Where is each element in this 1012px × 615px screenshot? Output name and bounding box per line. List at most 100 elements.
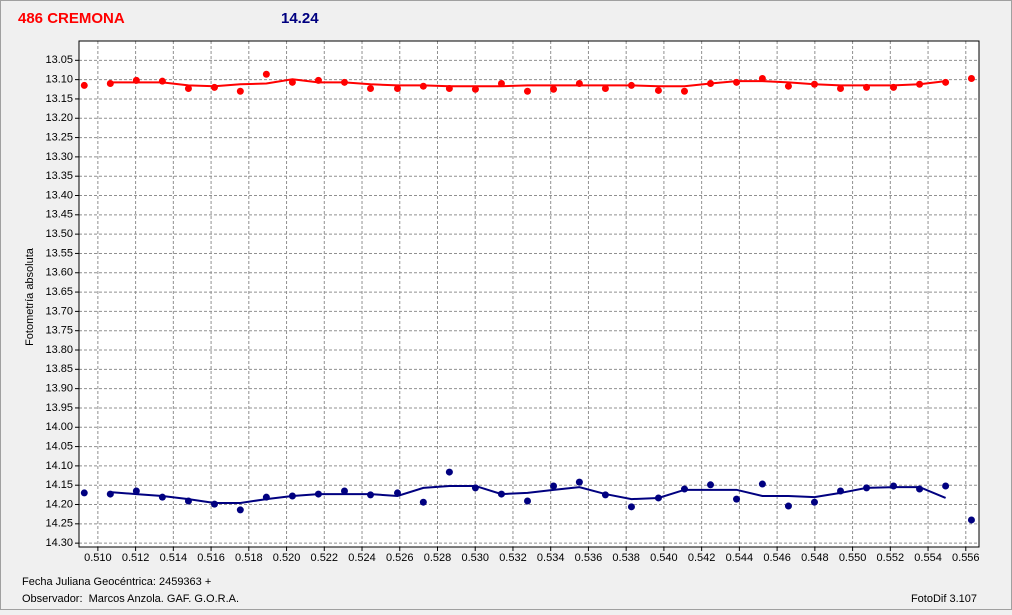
data-point [601,491,609,499]
data-point [680,87,688,95]
x-tick-label: 0.546 [763,552,791,564]
y-tick-label: 14.00 [45,421,73,433]
x-tick-label: 0.540 [650,552,678,564]
data-point [497,490,505,498]
y-tick-label: 13.30 [45,151,73,163]
x-tick-label: 0.534 [537,552,565,564]
x-tick-label: 0.550 [839,552,867,564]
data-point [863,83,871,91]
data-point [523,87,531,95]
y-tick-label: 14.25 [45,518,73,530]
data-point [288,492,296,500]
data-point [210,83,218,91]
data-point [837,85,845,93]
x-tick-label: 0.532 [499,552,527,564]
plot: 13.05 13.10 13.15 13.20 13.25 13.30 13.35 13.40… [45,40,980,564]
data-point [106,79,114,87]
data-point [784,82,792,90]
y-tick-label: 13.20 [45,112,73,124]
data-point [314,490,322,498]
data-point [314,76,322,84]
data-point [262,493,270,501]
data-point [393,489,401,497]
x-tick-label: 0.544 [726,552,754,564]
footer-observer: Observador: Marcos Anzola. GAF. G.O.R.A. [22,593,239,605]
x-tick-label: 0.552 [877,552,905,564]
x-tick-label: 0.526 [386,552,414,564]
plot-border [78,40,980,548]
data-point [132,487,140,495]
data-point [942,482,950,490]
data-point [262,70,270,78]
y-axis-label: Fotometría absoluta [24,247,36,346]
data-point [601,85,609,93]
chart-title: 486 CREMONA [18,10,125,27]
data-point [80,489,88,497]
data-point [707,481,715,489]
data-point [967,516,975,524]
data-point [367,85,375,93]
data-point [340,78,348,86]
data-point [132,76,140,84]
y-tick-label: 13.70 [45,305,73,317]
data-point [967,74,975,82]
y-tick-label: 13.75 [45,325,73,337]
data-point [890,482,898,490]
x-tick-label: 0.522 [311,552,339,564]
x-tick-label: 0.524 [348,552,376,564]
y-tick-label: 13.35 [45,170,73,182]
y-tick-label: 13.65 [45,286,73,298]
magnitude: 14.24 [281,10,319,27]
y-tick-label: 14.10 [45,460,73,472]
data-point [758,480,766,488]
data-point [810,80,818,88]
x-tick-label: 0.538 [612,552,640,564]
y-tick-label: 13.15 [45,93,73,105]
data-point [184,497,192,505]
data-point [288,78,296,86]
data-point [627,503,635,511]
data-point [471,85,479,93]
data-point [784,502,792,510]
data-point [550,482,558,490]
y-tick-label: 14.15 [45,479,73,491]
y-tick-label: 13.50 [45,228,73,240]
footer-software: FotoDif 3.107 [911,593,977,605]
y-tick-label: 13.90 [45,383,73,395]
data-point [445,468,453,476]
data-point [471,484,479,492]
y-tick-label: 13.85 [45,363,73,375]
data-point [393,85,401,93]
y-tick-label: 13.95 [45,402,73,414]
data-point [916,485,924,493]
data-point [419,498,427,506]
data-point [419,82,427,90]
data-point [837,487,845,495]
data-point [158,77,166,85]
y-tick-label: 13.40 [45,189,73,201]
data-point [942,78,950,86]
y-tick-label: 14.05 [45,440,73,452]
fit-line [110,78,946,88]
data-point [445,85,453,93]
data-point [236,87,244,95]
data-point [733,78,741,86]
data-point [497,79,505,87]
x-tick-label: 0.548 [801,552,829,564]
x-tick-label: 0.520 [273,552,301,564]
data-point [367,491,375,499]
data-point [236,506,244,514]
data-point [523,497,531,505]
data-point [654,86,662,94]
y-tick-label: 13.60 [45,267,73,279]
data-point [863,484,871,492]
x-tick-label: 0.528 [424,552,452,564]
data-point [890,83,898,91]
data-point [550,85,558,93]
y-tick-label: 13.05 [45,54,73,66]
x-tick-label: 0.510 [84,552,112,564]
plot-area [79,41,979,547]
x-tick-label: 0.542 [688,552,716,564]
